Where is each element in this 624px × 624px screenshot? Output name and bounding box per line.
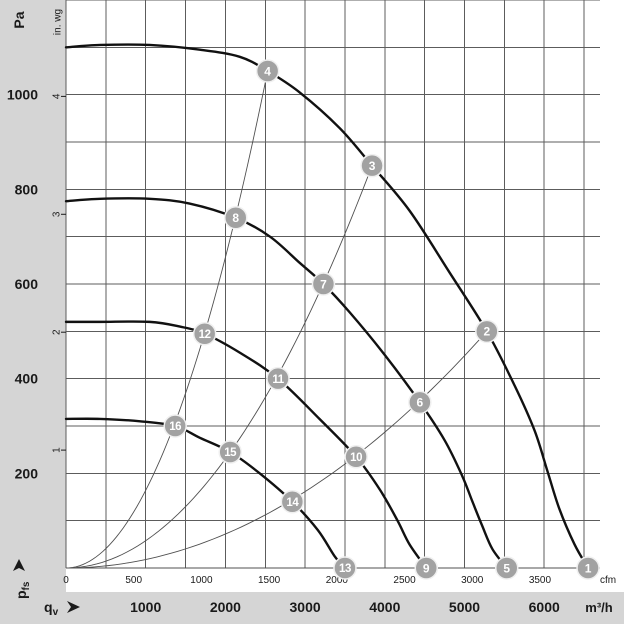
y-axis-label-symbol: p xyxy=(13,590,29,599)
operating-point-label: 8 xyxy=(232,211,239,225)
operating-point-label: 7 xyxy=(320,277,327,291)
operating-point-label: 16 xyxy=(169,421,181,433)
operating-point-label: 13 xyxy=(339,563,351,575)
x-tick-label: 5000 xyxy=(449,599,480,615)
x-axis-unit: m³/h xyxy=(585,600,613,615)
operating-point-label: 10 xyxy=(350,452,362,464)
operating-point-marker xyxy=(224,205,248,230)
y-tick-label: 800 xyxy=(15,181,39,197)
operating-point-11: 11 xyxy=(266,366,290,391)
x-axis-label-symbol: q xyxy=(44,599,53,615)
operating-point-label: 9 xyxy=(423,561,430,575)
operating-point-label: 11 xyxy=(272,374,284,386)
operating-point-marker xyxy=(255,59,280,83)
operating-point-marker xyxy=(344,445,368,469)
fan-curve-1 xyxy=(64,43,590,570)
x-axis-band xyxy=(0,592,624,624)
x-secondary-tick-label: 3500 xyxy=(529,575,552,586)
operating-point-10: 10 xyxy=(344,445,368,469)
y-secondary-tick-label: 4 xyxy=(52,93,63,99)
operating-point-marker xyxy=(311,272,336,296)
x-tick-label: 3000 xyxy=(290,599,321,615)
operating-point-marker xyxy=(475,319,499,344)
operating-point-16: 16 xyxy=(163,414,187,438)
operating-point-marker xyxy=(360,153,384,178)
y-tick-label: 400 xyxy=(15,371,39,387)
x-axis-secondary-unit: cfm xyxy=(600,575,616,586)
y-tick-label: 600 xyxy=(15,276,39,292)
y-tick-label: 200 xyxy=(15,465,39,481)
x-axis-label-subscript: v xyxy=(53,607,59,618)
operating-point-label: 5 xyxy=(503,561,510,575)
operating-point-6: 6 xyxy=(408,390,432,415)
operating-point-label: 12 xyxy=(199,329,211,341)
y-axis-unit: Pa xyxy=(11,11,27,28)
operating-point-marker xyxy=(280,489,305,514)
y-secondary-tick-label: 1 xyxy=(52,447,63,453)
operating-point-marker xyxy=(218,440,242,464)
x-secondary-tick-label: 2000 xyxy=(326,575,349,586)
system-curve-3 xyxy=(65,331,488,569)
operating-point-label: 14 xyxy=(286,497,299,509)
operating-point-marker xyxy=(576,556,600,580)
system-curves xyxy=(65,70,589,569)
x-tick-label: 6000 xyxy=(529,599,560,615)
y-secondary-tick-label: 3 xyxy=(52,211,63,217)
x-tick-label: 2000 xyxy=(210,599,241,615)
y-secondary-tick-label: 2 xyxy=(52,329,63,335)
x-secondary-tick-label: 2500 xyxy=(393,575,416,586)
operating-point-1: 1 xyxy=(576,556,600,580)
x-secondary-tick-label: 500 xyxy=(125,575,142,586)
operating-point-5: 5 xyxy=(495,556,519,580)
system-curve-1 xyxy=(65,70,269,569)
operating-point-9: 9 xyxy=(414,556,438,580)
arrow-right-icon xyxy=(67,601,80,613)
y-axis-label-group: pfs xyxy=(13,559,32,599)
operating-point-7: 7 xyxy=(311,272,336,296)
system-curve-2 xyxy=(65,165,373,569)
x-secondary-tick-label: 0 xyxy=(63,575,69,586)
y-tick-label: 1000 xyxy=(7,87,38,103)
operating-point-8: 8 xyxy=(224,205,248,230)
operating-point-label: 3 xyxy=(369,159,376,173)
operating-point-label: 4 xyxy=(264,64,271,78)
operating-point-label: 2 xyxy=(483,325,490,339)
operating-point-marker xyxy=(266,366,290,391)
x-tick-label: 1000 xyxy=(130,599,161,615)
operating-point-label: 1 xyxy=(585,561,592,575)
operating-point-marker xyxy=(408,390,432,415)
operating-point-marker xyxy=(495,556,519,580)
grid xyxy=(65,0,600,569)
operating-point-3: 3 xyxy=(360,153,384,178)
x-secondary-tick-label: 1000 xyxy=(190,575,213,586)
operating-point-2: 2 xyxy=(475,319,499,344)
y-axis-band xyxy=(0,0,66,624)
fan-curve-3 xyxy=(64,320,428,570)
y-axis-secondary-unit: in. wg xyxy=(53,9,64,35)
arrow-up-icon xyxy=(13,559,25,571)
operating-point-marker xyxy=(163,414,187,438)
operating-point-label: 6 xyxy=(417,396,424,410)
x-axis-label: qv xyxy=(44,599,59,618)
x-secondary-tick-label: 1500 xyxy=(258,575,281,586)
operating-point-label: 15 xyxy=(224,447,237,459)
fan-curves xyxy=(64,43,590,570)
y-axis-label: pfs xyxy=(13,581,32,599)
operating-point-marker xyxy=(414,556,438,580)
operating-point-marker xyxy=(192,321,217,346)
operating-point-4: 4 xyxy=(255,59,280,83)
operating-point-marker xyxy=(333,556,357,580)
y-axis-label-subscript: fs xyxy=(21,581,32,590)
operating-point-13: 13 xyxy=(333,556,357,580)
fan-curve-2 xyxy=(64,197,508,570)
x-secondary-tick-label: 3000 xyxy=(461,575,484,586)
operating-point-15: 15 xyxy=(218,440,242,464)
x-tick-label: 4000 xyxy=(369,599,400,615)
operating-point-12: 12 xyxy=(192,321,217,346)
operating-point-14: 14 xyxy=(280,489,305,514)
